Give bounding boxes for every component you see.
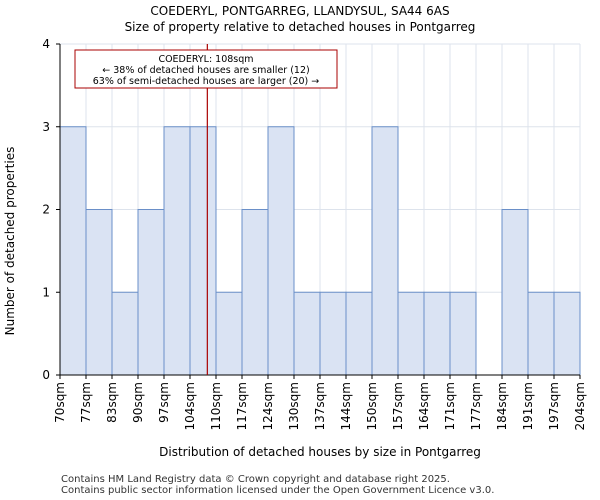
bar (449, 291, 477, 376)
x-tick-label: 191sqm (521, 382, 535, 430)
x-tick-label: 90sqm (131, 382, 145, 423)
chart-title: COEDERYL, PONTGARREG, LLANDYSUL, SA44 6A… (150, 4, 450, 18)
y-tick-label: 1 (42, 285, 50, 299)
footer-line-1: Contains HM Land Registry data © Crown c… (61, 474, 450, 485)
bar (345, 291, 373, 376)
x-tick-label: 83sqm (105, 382, 119, 423)
x-tick-label: 177sqm (469, 382, 483, 430)
x-tick-label: 171sqm (443, 382, 457, 430)
x-tick-label: 104sqm (183, 382, 197, 430)
y-axis-label: Number of detached properties (3, 146, 17, 336)
bar (397, 291, 425, 376)
bar (189, 126, 217, 376)
bar (111, 291, 139, 376)
x-tick-label: 110sqm (209, 382, 223, 430)
x-tick-label: 137sqm (313, 382, 327, 430)
y-tick-label: 4 (42, 37, 50, 51)
bar (371, 126, 399, 376)
x-tick-label: 164sqm (417, 382, 431, 430)
x-tick-label: 150sqm (365, 382, 379, 430)
bar (501, 209, 529, 376)
x-tick-label: 124sqm (261, 382, 275, 430)
y-tick-label: 2 (42, 203, 50, 217)
x-tick-label: 184sqm (495, 382, 509, 430)
bar (163, 126, 191, 376)
bar (85, 209, 113, 376)
x-tick-label: 204sqm (573, 382, 587, 430)
y-tick-label: 3 (42, 120, 50, 134)
bar (553, 291, 581, 376)
bar (215, 291, 243, 376)
bar (267, 126, 295, 376)
y-tick-label: 0 (42, 368, 50, 382)
bar (319, 291, 347, 376)
x-tick-label: 130sqm (287, 382, 301, 430)
x-tick-label: 77sqm (79, 382, 93, 423)
x-tick-label: 117sqm (235, 382, 249, 430)
footer-line-2: Contains public sector information licen… (61, 485, 495, 496)
x-tick-label: 157sqm (391, 382, 405, 430)
bar (293, 291, 321, 376)
bar (241, 209, 269, 376)
annotation-text: COEDERYL: 108sqm (158, 54, 253, 65)
x-tick-label: 97sqm (157, 382, 171, 423)
bar (423, 291, 451, 376)
x-tick-label: 144sqm (339, 382, 353, 430)
bar (527, 291, 555, 376)
x-tick-label: 70sqm (53, 382, 67, 423)
chart-subtitle: Size of property relative to detached ho… (124, 20, 476, 34)
bar (137, 209, 165, 376)
x-tick-label: 197sqm (547, 382, 561, 430)
annotation-text: ← 38% of detached houses are smaller (12… (102, 65, 309, 76)
annotation-box (74, 49, 338, 89)
x-axis-label: Distribution of detached houses by size … (159, 445, 481, 459)
bar (59, 126, 87, 376)
annotation-text: 63% of semi-detached houses are larger (… (93, 76, 320, 87)
